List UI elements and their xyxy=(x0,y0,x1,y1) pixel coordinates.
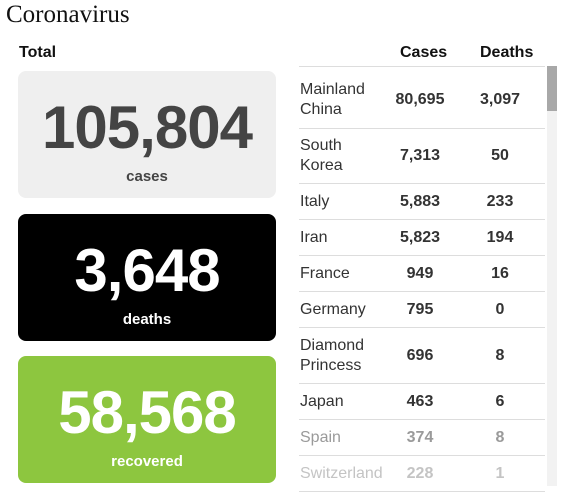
country-cases: 463 xyxy=(406,393,434,410)
country-deaths: 6 xyxy=(495,393,505,410)
country-deaths: 3,097 xyxy=(479,91,521,108)
country-cases: 949 xyxy=(406,265,434,282)
cases-column-header: Cases xyxy=(400,44,448,61)
country-cases: 5,883 xyxy=(399,193,441,210)
country-name: Japan xyxy=(300,393,344,410)
table-scrollbar[interactable] xyxy=(547,66,557,486)
country-deaths: 194 xyxy=(486,229,514,246)
deaths-total-card: 3,648 deaths xyxy=(18,214,276,341)
table-row: Japan 463 6 xyxy=(299,384,545,420)
country-cases: 80,695 xyxy=(395,91,445,108)
country-deaths: 50 xyxy=(491,147,509,164)
cases-total-value: 105,804 xyxy=(42,94,253,161)
table-row: Iran 5,823 194 xyxy=(299,220,545,256)
country-deaths: 0 xyxy=(495,301,505,318)
country-deaths: 233 xyxy=(486,193,514,210)
total-heading: Total xyxy=(19,44,57,61)
recovered-total-card: 58,568 recovered xyxy=(18,356,276,483)
country-cases: 795 xyxy=(406,301,434,318)
country-cases: 374 xyxy=(406,429,434,446)
table-divider xyxy=(299,66,545,67)
country-deaths: 1 xyxy=(495,465,505,482)
table-scrollbar-thumb[interactable] xyxy=(547,66,557,111)
page-title: Coronavirus xyxy=(6,1,130,28)
cases-total-card: 105,804 cases xyxy=(18,71,276,198)
country-name: Iran xyxy=(300,229,328,246)
table-row: Spain 374 8 xyxy=(299,420,545,456)
country-cases: 228 xyxy=(406,465,434,482)
country-name: Switzerland xyxy=(300,465,383,482)
country-deaths: 8 xyxy=(495,347,505,364)
country-name: Germany xyxy=(300,301,366,318)
cases-total-label: cases xyxy=(126,168,168,185)
table-row: Diamond Princess 696 8 xyxy=(299,328,545,384)
table-row: Switzerland 228 1 xyxy=(299,456,545,492)
country-name: Italy xyxy=(300,193,330,210)
country-cases: 696 xyxy=(406,347,434,364)
table-row: France 949 16 xyxy=(299,256,545,292)
recovered-total-value: 58,568 xyxy=(58,379,237,446)
country-name: Diamond Princess xyxy=(300,337,365,374)
table-row: Italy 5,883 233 xyxy=(299,184,545,220)
country-name: South Korea xyxy=(300,137,343,174)
country-cases: 7,313 xyxy=(399,147,441,164)
table-row: Germany 795 0 xyxy=(299,292,545,328)
table-row: Mainland China 80,695 3,097 xyxy=(299,66,545,129)
deaths-total-label: deaths xyxy=(122,311,172,328)
country-cases: 5,823 xyxy=(399,229,441,246)
country-name: Mainland China xyxy=(300,81,365,118)
recovered-total-label: recovered xyxy=(111,453,183,470)
deaths-column-header: Deaths xyxy=(480,44,534,61)
country-name: Spain xyxy=(300,429,341,446)
country-name: France xyxy=(300,265,350,282)
country-deaths: 8 xyxy=(495,429,505,446)
country-table[interactable]: Mainland China 80,695 3,097 South Korea … xyxy=(299,66,559,502)
table-row: South Korea 7,313 50 xyxy=(299,129,545,184)
country-deaths: 16 xyxy=(491,265,509,282)
deaths-total-value: 3,648 xyxy=(74,237,220,304)
